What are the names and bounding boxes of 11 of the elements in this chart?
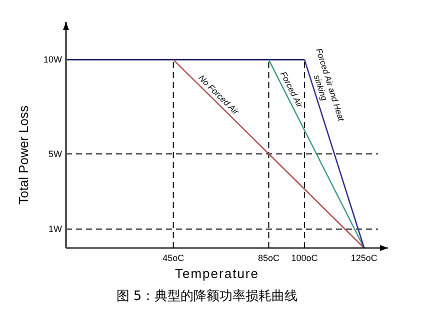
caption: 图 5：典型的降额功率损耗曲线 — [116, 288, 298, 304]
x-tick-label: 100oC — [291, 253, 318, 263]
x-axis-title: Temperature — [175, 266, 259, 281]
x-tick-label: 85oC — [258, 253, 280, 263]
y-tick-label: 10W — [43, 54, 62, 65]
x-tick-label: 125oC — [350, 253, 378, 263]
y-axis-title: Total Power Loss — [16, 105, 31, 204]
annotation: Forced Air and Heat sinking — [312, 47, 347, 123]
y-tick-label: 5W — [48, 148, 63, 159]
x-tick-label: 45oC — [162, 253, 185, 263]
y-tick-label: 1W — [48, 224, 63, 234]
